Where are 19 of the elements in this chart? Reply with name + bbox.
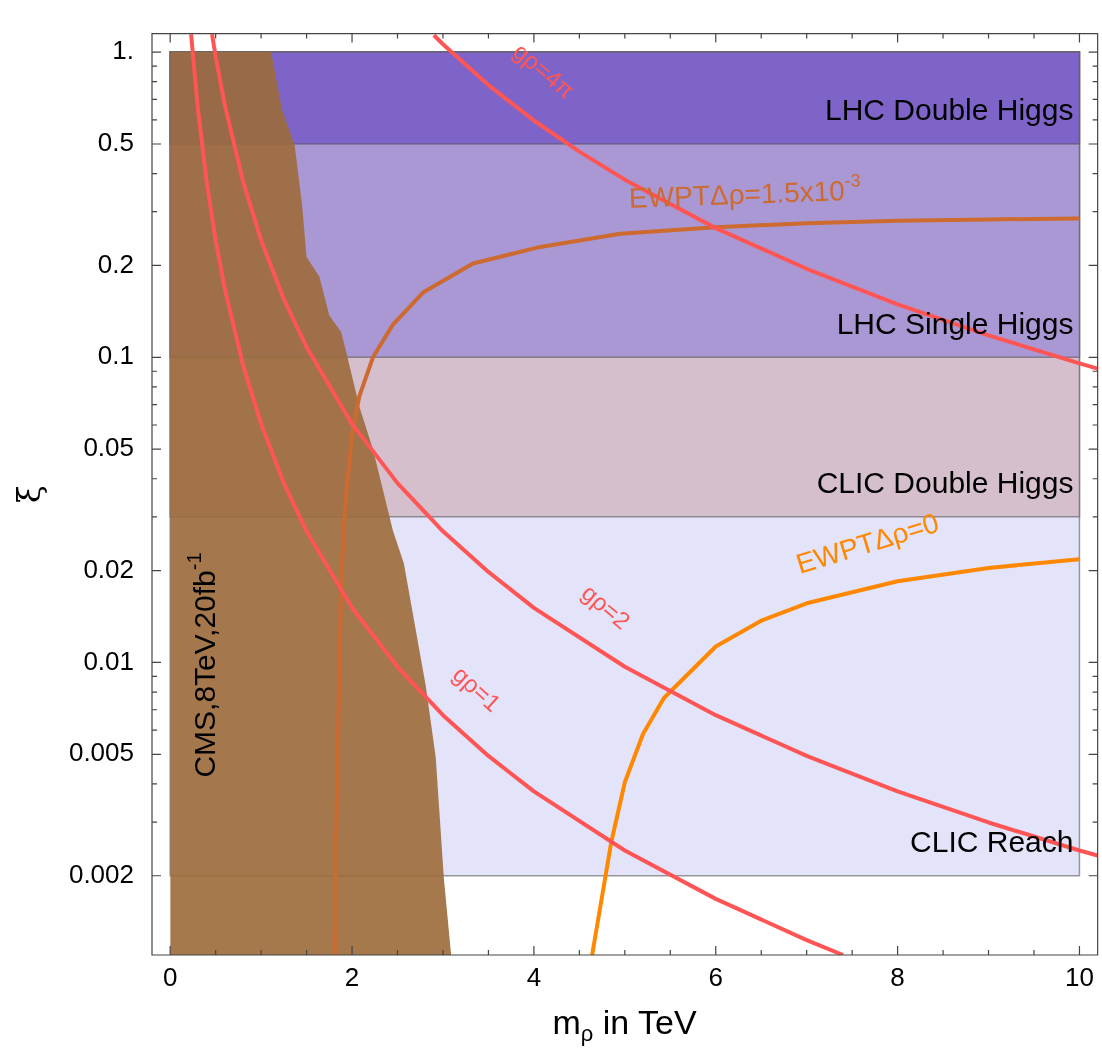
y-tick-label: 0.01 [83, 645, 134, 676]
y-tick-label: 0.002 [68, 858, 134, 889]
x-tick-label: 6 [708, 961, 723, 992]
y-tick-label: 0.02 [83, 553, 134, 584]
y-tick-label: 0.1 [97, 340, 134, 371]
x-tick-label: 4 [526, 961, 542, 992]
x-tick-label: 0 [162, 961, 178, 992]
x-tick-label: 2 [344, 961, 360, 992]
x-tick-label: 8 [890, 961, 905, 992]
y-tick-label: 0.5 [97, 127, 134, 158]
y-tick-label: 0.005 [68, 737, 134, 768]
band-label: CLIC Double Higgs [816, 466, 1074, 500]
x-tick-label: 10 [1065, 961, 1094, 992]
y-tick-label: 1. [112, 35, 134, 66]
y-axis-title: ξ [10, 485, 49, 504]
band-label: LHC Double Higgs [825, 93, 1074, 127]
y-tick-label: 0.2 [97, 248, 134, 279]
series-label: CMS,8TeV,20fb-1 [183, 552, 222, 778]
y-tick-label: 0.05 [83, 432, 134, 463]
